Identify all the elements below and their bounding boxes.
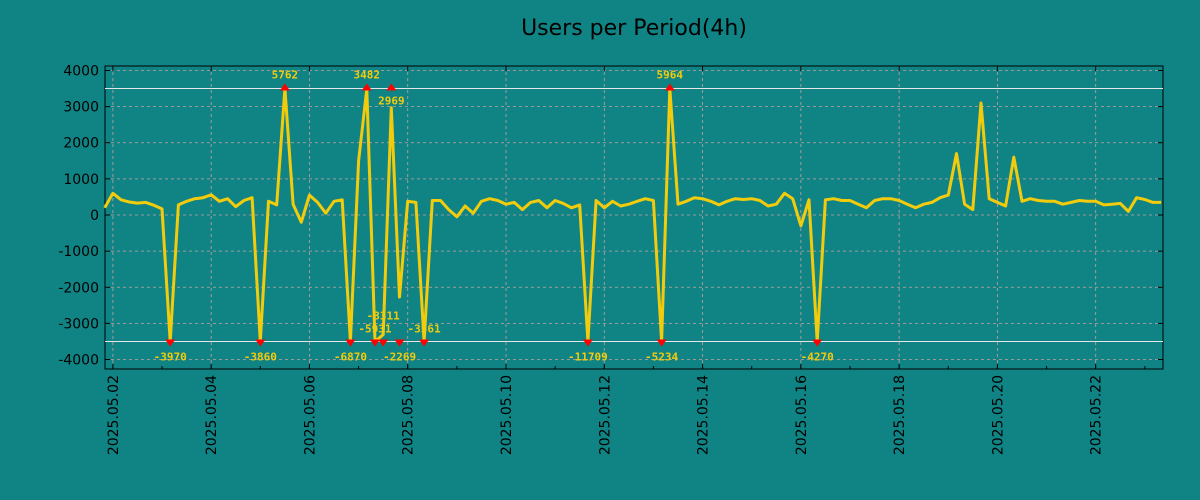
chart-title: Users per Period(4h) (521, 16, 747, 41)
y-tick-label: 1000 (63, 172, 99, 188)
peak-label: 3482 (354, 69, 381, 82)
dip-label: -3860 (244, 350, 277, 363)
x-tick-label: 2025.05.16 (794, 375, 810, 455)
dip-marker (812, 339, 823, 347)
dip-marker (369, 339, 380, 347)
x-tick-label: 2025.05.02 (106, 375, 122, 455)
x-tick-label: 2025.05.10 (499, 375, 515, 455)
peak-marker (664, 83, 675, 91)
dip-marker (419, 339, 430, 347)
dip-label: -3311 (367, 309, 400, 322)
x-tick-label: 2025.05.22 (1089, 375, 1105, 455)
dip-label: -3970 (154, 350, 187, 363)
dip-marker (582, 339, 593, 347)
dip-marker (394, 339, 405, 347)
dip-label: -3561 (408, 322, 441, 335)
dip-label: -5931 (358, 322, 391, 335)
x-tick-label: 2025.05.20 (990, 375, 1006, 455)
peak-label: 5964 (657, 69, 684, 82)
dip-label: -6870 (334, 350, 367, 363)
dip-marker (656, 339, 667, 347)
x-tick-label: 2025.05.14 (696, 375, 712, 455)
y-tick-label: 0 (90, 208, 99, 224)
dip-label: -2269 (383, 350, 416, 363)
y-tick-label: -2000 (58, 280, 99, 296)
dip-label: -5234 (645, 350, 678, 363)
y-tick-label: 2000 (63, 136, 99, 152)
x-tick-label: 2025.05.18 (892, 375, 908, 455)
x-tick-label: 2025.05.08 (401, 375, 417, 455)
y-tick-label: 4000 (63, 63, 99, 79)
x-tick-label: 2025.05.12 (597, 375, 613, 455)
x-tick-label: 2025.05.04 (204, 375, 220, 455)
dip-label: -4270 (801, 350, 834, 363)
series-line-users (103, 87, 1162, 343)
y-tick-label: -1000 (58, 244, 99, 260)
dip-marker (378, 339, 389, 347)
y-tick-label: -3000 (58, 316, 99, 332)
dip-marker (165, 339, 176, 347)
peak-marker (279, 83, 290, 91)
plot-frame (104, 65, 1164, 370)
dip-marker (345, 339, 356, 347)
peak-marker (361, 83, 372, 91)
peak-label: 5762 (272, 69, 299, 82)
y-tick-label: 3000 (63, 100, 99, 116)
x-tick-label: 2025.05.06 (302, 375, 318, 455)
y-tick-label: -4000 (58, 353, 99, 369)
dip-label: -11709 (568, 350, 608, 363)
dip-marker (255, 339, 266, 347)
peak-marker (386, 83, 397, 91)
peak-label: 2969 (378, 95, 405, 108)
